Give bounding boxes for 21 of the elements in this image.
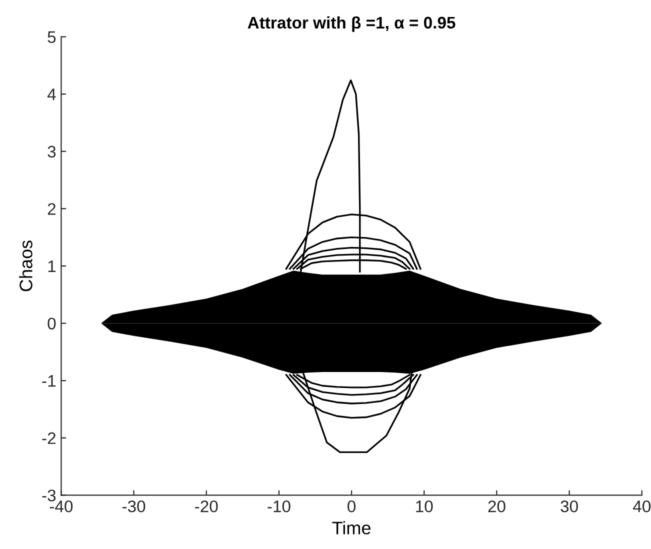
- x-tick-label: 40: [633, 500, 651, 512]
- x-axis-title: Time: [332, 521, 370, 534]
- chart-title: Attrator with β =1, α = 0.95: [248, 16, 456, 32]
- y-axis-title: Chaos: [19, 240, 32, 292]
- x-tick-label: 20: [488, 500, 506, 512]
- x-tick-label: -20: [195, 500, 218, 512]
- y-tick-label: 1: [48, 260, 56, 272]
- x-tick-label: 10: [416, 500, 433, 512]
- y-tick-label: 2: [48, 203, 56, 215]
- x-tick-label: 30: [560, 500, 578, 512]
- x-tick-label: -30: [122, 500, 146, 512]
- y-tick-label: 3: [48, 146, 56, 158]
- x-tick-label: -40: [50, 500, 73, 512]
- x-tick-label: -10: [268, 500, 290, 512]
- y-tick-label: -1: [42, 375, 56, 387]
- y-tick-label: -3: [42, 490, 56, 502]
- y-tick-label: 0: [48, 318, 56, 330]
- x-tick-label: 0: [348, 500, 356, 512]
- y-tick-label: 4: [47, 88, 56, 100]
- y-tick-label: -2: [42, 432, 56, 444]
- y-tick-label: 5: [48, 31, 56, 43]
